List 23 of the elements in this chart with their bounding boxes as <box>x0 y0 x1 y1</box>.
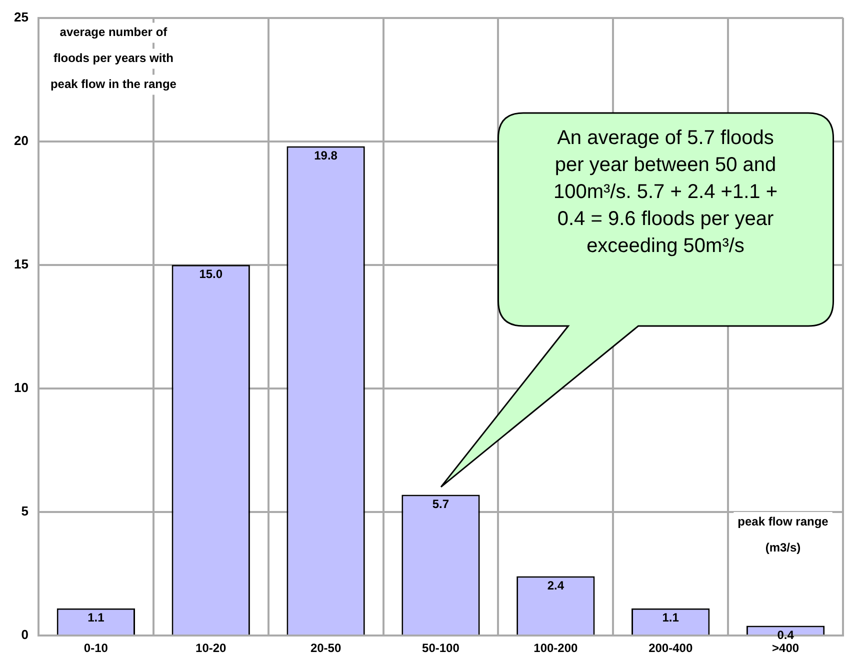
x-tick-label: 10-20 <box>196 641 227 656</box>
y-tick-label: 25 <box>14 9 28 24</box>
y-tick-label: 5 <box>21 504 28 519</box>
data-label: 0.4 <box>777 628 794 642</box>
x-tick-label: 50-100 <box>422 641 460 656</box>
y-axis-title: average number of floods per years with peak flow in the range <box>50 25 177 92</box>
data-label: 1.1 <box>662 610 680 625</box>
x-axis-title: peak flow range (m3/s) <box>738 514 829 554</box>
y-tick-label: 10 <box>14 380 28 396</box>
annotation: An average of 5.7 floods per year between 50 and 100m³/s. 5.7 + 2.4 +1.1 + 0.4 = 9.6 floods per year exceeding 50m³/s <box>552 126 779 259</box>
data-label: 15.0 <box>199 267 223 282</box>
data-label: 2.4 <box>547 578 564 593</box>
y-tick-label: 15 <box>14 256 28 272</box>
x-tick-label: 200-400 <box>648 641 693 656</box>
data-label: 19.8 <box>314 148 338 163</box>
x-tick-label: >400 <box>772 641 800 656</box>
x-tick-label: 20-50 <box>310 641 342 656</box>
y-tick-label: 0 <box>21 627 28 642</box>
x-tick-label: 0-10 <box>84 641 108 656</box>
data-label: 1.1 <box>88 610 105 625</box>
y-tick-label: 20 <box>14 132 28 148</box>
x-tick-label: 100-200 <box>534 641 578 656</box>
data-label: 5.7 <box>432 497 450 512</box>
